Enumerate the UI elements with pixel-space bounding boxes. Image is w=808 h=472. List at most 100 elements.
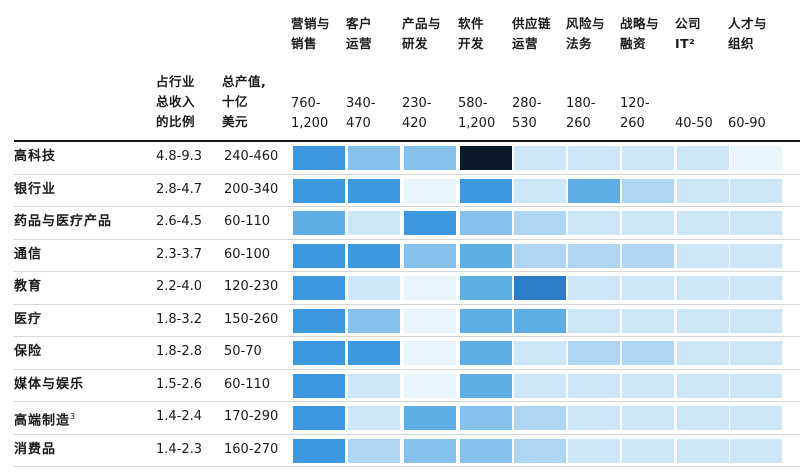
row-value: 240-460	[224, 149, 279, 164]
heatmap-cell	[568, 373, 620, 398]
row-divider	[14, 238, 800, 240]
column-header: 产品与 研发	[402, 16, 442, 51]
row-label-text: 高科技	[14, 149, 57, 164]
row-share: 1.4-2.4	[156, 409, 203, 424]
heatmap-cell	[348, 243, 400, 268]
heatmap-cell	[293, 406, 345, 430]
heatmap-cell	[293, 438, 345, 463]
heatmap-cell	[460, 438, 512, 463]
heatmap-cell	[404, 308, 456, 333]
row-divider	[14, 466, 800, 467]
row-divider	[14, 206, 800, 207]
column-header: 风险与 法务	[566, 16, 606, 51]
row-label: 银行业	[14, 181, 56, 199]
heatmap-cell	[404, 438, 456, 463]
heatmap-cell	[460, 308, 512, 333]
heatmap-cell	[622, 373, 674, 398]
heatmap-cell	[677, 308, 729, 333]
row-share: 1.5-2.6	[156, 376, 203, 392]
heatmap-cell	[622, 146, 674, 170]
heatmap-cell	[677, 373, 729, 398]
row-value: 150-260	[224, 311, 279, 327]
heatmap-cell	[460, 178, 512, 203]
heatmap-cell	[514, 276, 566, 300]
heatmap-cell	[730, 341, 782, 365]
heatmap-cell	[568, 406, 620, 430]
heatmap-cell	[514, 373, 566, 398]
row-share: 1.8-3.2	[156, 311, 203, 327]
heatmap-cell	[568, 276, 620, 300]
row-label: 高端制造3	[14, 408, 76, 430]
heatmap-cell	[730, 178, 782, 203]
row-share: 1.4-2.3	[156, 441, 203, 457]
heatmap-cell	[622, 341, 674, 365]
heatmap-cell	[404, 373, 456, 398]
heatmap-cell	[460, 276, 512, 300]
column-header: 战略与 融资	[620, 16, 660, 51]
heatmap-cell	[730, 308, 782, 333]
heatmap-cell	[514, 341, 566, 365]
heatmap-cell	[404, 276, 456, 300]
heatmap-cell	[293, 146, 345, 170]
column-header: 供应链 运营	[512, 16, 552, 51]
row-label: 通信	[14, 246, 42, 264]
heatmap-cell	[293, 211, 345, 235]
row-label-text: 银行业	[14, 181, 57, 197]
heatmap-cell	[404, 178, 456, 203]
heatmap-cell	[730, 438, 782, 463]
heatmap-cell	[568, 211, 620, 235]
heatmap-cell	[622, 243, 674, 268]
heatmap-cell	[348, 373, 400, 398]
heatmap-cell	[677, 178, 729, 203]
heatmap-cell	[568, 341, 620, 365]
heatmap-cell	[568, 178, 620, 203]
heatmap-cell	[730, 146, 782, 170]
row-value: 60-110	[224, 214, 271, 229]
row-share: 2.3-3.7	[156, 246, 203, 262]
row-share: 2.2-4.0	[156, 279, 203, 294]
column-range: 120- 260	[620, 96, 650, 131]
column-range: 340- 470	[346, 96, 376, 131]
column-header: 营销与 销售	[291, 16, 331, 51]
heatmap-cell	[404, 211, 456, 235]
heatmap-cell	[514, 243, 566, 268]
row-label-text: 医疗	[14, 311, 43, 327]
value-column-header: 总产值, 十亿 美元	[222, 74, 267, 129]
heatmap-cell	[730, 406, 782, 430]
column-range: 230- 420	[402, 96, 432, 131]
row-share: 2.8-4.7	[156, 181, 203, 197]
row-label-text: 教育	[14, 279, 43, 294]
heatmap-cell	[622, 276, 674, 300]
row-divider	[14, 401, 800, 402]
heatmap-cell	[460, 211, 512, 235]
heatmap-cell	[348, 211, 400, 235]
heatmap-cell	[293, 373, 345, 398]
heatmap-cell	[348, 146, 400, 170]
column-range: 60-90	[728, 116, 766, 131]
heatmap-cell	[460, 243, 512, 268]
heatmap-cell	[348, 406, 400, 430]
row-share: 2.6-4.5	[156, 214, 203, 229]
row-label-text: 媒体与娱乐	[14, 376, 85, 392]
heatmap-cell	[293, 341, 345, 365]
heatmap-cell	[404, 406, 456, 430]
heatmap-cell	[293, 243, 345, 268]
row-label: 药品与医疗产品	[14, 213, 112, 231]
column-header: 公司 IT²	[675, 16, 702, 51]
row-share: 1.8-2.8	[156, 344, 203, 359]
row-label: 高科技	[14, 148, 56, 166]
heatmap-cell	[514, 438, 566, 463]
heatmap-cell	[622, 211, 674, 235]
row-label-text: 高端制造	[14, 413, 71, 429]
heatmap-cell	[622, 438, 674, 463]
heatmap-cell	[677, 406, 729, 430]
row-divider	[14, 271, 800, 272]
row-divider	[14, 368, 800, 370]
heatmap-cell	[622, 406, 674, 430]
heatmap-cell	[730, 211, 782, 235]
heatmap-cell	[348, 276, 400, 300]
row-label-text: 消费品	[14, 441, 57, 457]
heatmap-cell	[460, 406, 512, 430]
heatmap-cell	[348, 178, 400, 203]
